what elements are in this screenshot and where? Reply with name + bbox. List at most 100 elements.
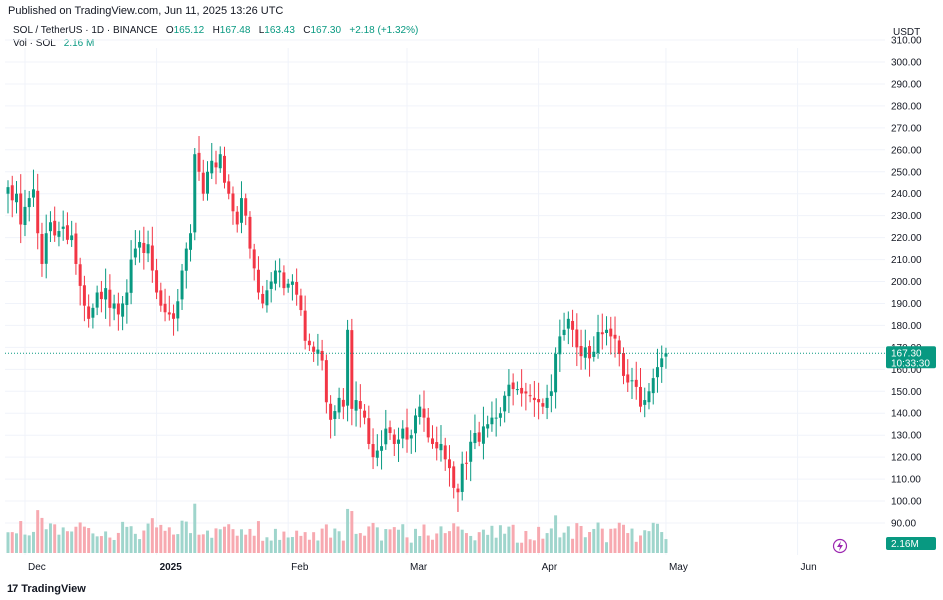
volume-bar: [121, 521, 125, 553]
candle-body: [537, 399, 541, 403]
candle-body: [303, 310, 307, 341]
candle-body: [95, 292, 99, 308]
candle-body: [549, 391, 553, 396]
volume-bar: [566, 526, 570, 553]
tradingview-footer: 17 TradingView: [7, 583, 86, 595]
candle-body: [312, 346, 316, 352]
candle-body: [371, 444, 375, 458]
candle-body: [324, 360, 328, 403]
candle-body: [6, 187, 10, 194]
volume-bar: [82, 526, 86, 553]
x-tick-label: Dec: [28, 562, 46, 573]
candle-body: [201, 172, 205, 194]
volume-bar: [558, 537, 562, 553]
candle-body: [354, 400, 358, 411]
y-tick-label: 160.00: [891, 365, 922, 376]
x-tick-label: 2025: [160, 562, 183, 573]
volume-bar: [469, 535, 473, 553]
volume-bar: [53, 524, 57, 553]
candle-body: [558, 336, 562, 355]
candle-body: [337, 397, 341, 413]
candle-body: [639, 386, 642, 407]
candle-body: [494, 417, 498, 419]
candle-body: [486, 424, 490, 429]
candle-body: [579, 345, 583, 357]
candle-body: [104, 288, 108, 300]
volume-bar: [112, 539, 116, 553]
volume-bar: [172, 534, 176, 553]
volume-bar: [329, 537, 333, 553]
volume-bar: [273, 528, 277, 553]
candle-body: [346, 329, 350, 406]
volume-bar: [244, 534, 248, 553]
volume-bar: [324, 524, 328, 553]
candle-body: [375, 450, 379, 458]
candle-body: [167, 312, 171, 315]
volume-bar: [290, 537, 294, 553]
candle-body: [460, 463, 464, 492]
candle-body: [269, 281, 273, 289]
lightning-glyph: [837, 541, 843, 551]
candle-body: [256, 269, 260, 293]
volume-bar: [626, 533, 630, 553]
candle-body: [282, 272, 286, 289]
volume-bar: [418, 536, 422, 553]
candle-body: [498, 413, 502, 418]
volume-bar: [248, 528, 252, 553]
volume-bar: [639, 535, 642, 553]
volume-bar: [456, 526, 460, 553]
volume-bar: [15, 533, 18, 553]
volume-bar: [227, 524, 231, 553]
y-tick-label: 110.00: [891, 475, 921, 486]
volume-bar: [99, 536, 103, 553]
volume-bar: [651, 522, 655, 553]
volume-bar: [358, 533, 362, 553]
candle-body: [108, 289, 112, 308]
candle-body: [299, 295, 303, 311]
volume-bar: [180, 520, 184, 553]
candle-body: [36, 190, 40, 234]
volume-bar: [44, 529, 48, 553]
candle-body: [70, 235, 74, 241]
volume-bar: [125, 526, 129, 553]
volume-bar: [333, 528, 337, 553]
candle-body: [44, 233, 48, 264]
volume-bar: [95, 536, 99, 553]
volume-bar: [647, 531, 651, 553]
candle-body: [78, 264, 82, 286]
y-tick-label: 180.00: [891, 321, 922, 332]
y-tick-label: 90.00: [891, 519, 916, 530]
candle-body: [401, 428, 405, 439]
volume-bar: [520, 542, 524, 553]
candle-body: [15, 193, 18, 203]
volume-bar: [265, 537, 269, 553]
volume-bar: [104, 531, 108, 553]
candle-body: [218, 154, 222, 169]
price-tag-countdown: 10:33:30: [891, 358, 930, 369]
y-tick-label: 240.00: [891, 189, 922, 200]
volume-bar: [579, 525, 583, 553]
volume-bar: [142, 530, 146, 553]
candle-body: [180, 270, 184, 300]
candle-body: [40, 233, 44, 264]
volume-bar: [206, 530, 209, 553]
candle-body: [562, 329, 566, 336]
candle-body: [27, 198, 31, 208]
volume-bar: [515, 542, 519, 553]
y-tick-label: 140.00: [891, 409, 922, 420]
volume-bar: [341, 540, 345, 553]
volume-bar: [384, 529, 388, 553]
candle-body: [329, 403, 333, 420]
candle-body: [129, 259, 133, 293]
candle-body: [57, 231, 61, 237]
volume-bar: [303, 532, 307, 553]
candle-body: [443, 445, 447, 460]
candle-body: [261, 293, 265, 304]
volume-bar: [70, 531, 74, 553]
volume-bar: [443, 533, 447, 553]
candle-body: [184, 248, 188, 271]
candle-body: [571, 320, 575, 330]
volume-bar: [57, 534, 61, 553]
candle-body: [61, 226, 65, 229]
